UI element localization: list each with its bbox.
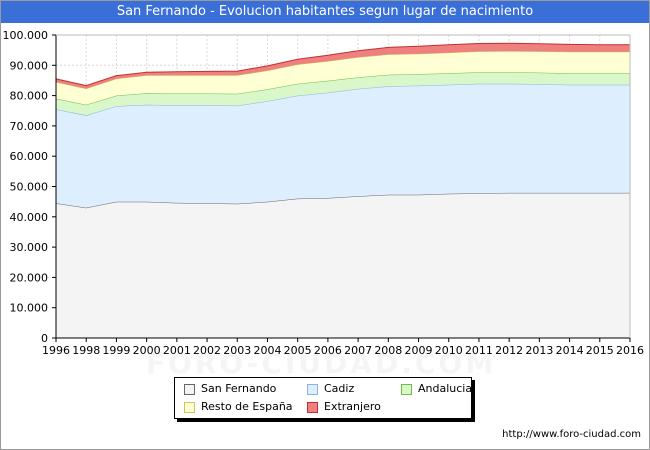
area-resto-de-espa-a xyxy=(56,51,630,105)
legend-swatch xyxy=(401,384,412,395)
x-tick-label: 2000 xyxy=(133,344,161,357)
legend-label: Extranjero xyxy=(324,400,381,413)
y-tick-label: 0 xyxy=(41,332,48,345)
x-tick-labels: 1996 1998 1999 2000 2001 2002 2003 2004 2005 2006… xyxy=(42,344,644,357)
y-tick-label: 40.000 xyxy=(10,211,49,224)
y-tick-label: 60.000 xyxy=(10,150,49,163)
y-tick-label: 90.000 xyxy=(10,59,49,72)
y-tick-label: 50.000 xyxy=(10,181,49,194)
watermark-text: FORO-CIUDAD.COM xyxy=(131,347,511,380)
y-tick-label: 10.000 xyxy=(10,302,49,315)
x-tick-label: 2005 xyxy=(284,344,312,357)
area-extranjero xyxy=(56,43,630,89)
y-tick-label: 20.000 xyxy=(10,271,49,284)
y-tick-label: 70.000 xyxy=(10,120,49,133)
x-tick-label: 2006 xyxy=(314,344,342,357)
x-tick-label: 2007 xyxy=(344,344,372,357)
x-tick-label: 2012 xyxy=(495,344,523,357)
area-san-fernando xyxy=(56,192,630,338)
chart-legend: San Fernando Cadiz Andalucia Resto de Es… xyxy=(174,377,472,419)
x-tick-label: 2016 xyxy=(616,344,644,357)
chart-title: San Fernando - Evolucion habitantes segu… xyxy=(1,1,649,23)
x-tick-label: 2013 xyxy=(525,344,553,357)
x-tick-label: 2010 xyxy=(435,344,463,357)
x-tick-label: 1999 xyxy=(102,344,130,357)
x-tick-label: 2004 xyxy=(253,344,281,357)
x-tick-label: 2014 xyxy=(556,344,584,357)
y-tick-label: 30.000 xyxy=(10,241,49,254)
source-link[interactable]: http://www.foro-ciudad.com xyxy=(502,429,641,440)
legend-swatch xyxy=(184,384,195,395)
legend-swatch xyxy=(307,384,318,395)
axes xyxy=(52,34,631,342)
y-tick-label: 100.000 xyxy=(3,29,49,42)
legend-swatch xyxy=(307,402,318,413)
x-tick-label: 2015 xyxy=(586,344,614,357)
x-tick-label: 1998 xyxy=(72,344,100,357)
area-edge-line xyxy=(55,42,630,87)
legend-label: Andalucia xyxy=(418,382,473,395)
legend-label: Resto de España xyxy=(201,400,293,413)
x-tick-label: 2001 xyxy=(163,344,191,357)
x-tick-label: 2002 xyxy=(193,344,221,357)
legend-label: San Fernando xyxy=(201,382,277,395)
x-tick-label: 2011 xyxy=(465,344,493,357)
area-cadiz xyxy=(56,83,630,208)
area-andalucia xyxy=(56,72,630,116)
legend-label: Cadiz xyxy=(324,382,355,395)
y-tick-labels: 0 10.000 20.000 30.000 40.000 50.000 60.000 70.… xyxy=(3,29,49,345)
x-tick-label: 2009 xyxy=(405,344,433,357)
x-tick-label: 2003 xyxy=(223,344,251,357)
area-series-layer xyxy=(55,42,630,338)
y-tick-label: 80.000 xyxy=(10,90,49,103)
x-tick-label: 1996 xyxy=(42,344,70,357)
x-tick-label: 2008 xyxy=(374,344,402,357)
legend-swatch xyxy=(184,402,195,413)
